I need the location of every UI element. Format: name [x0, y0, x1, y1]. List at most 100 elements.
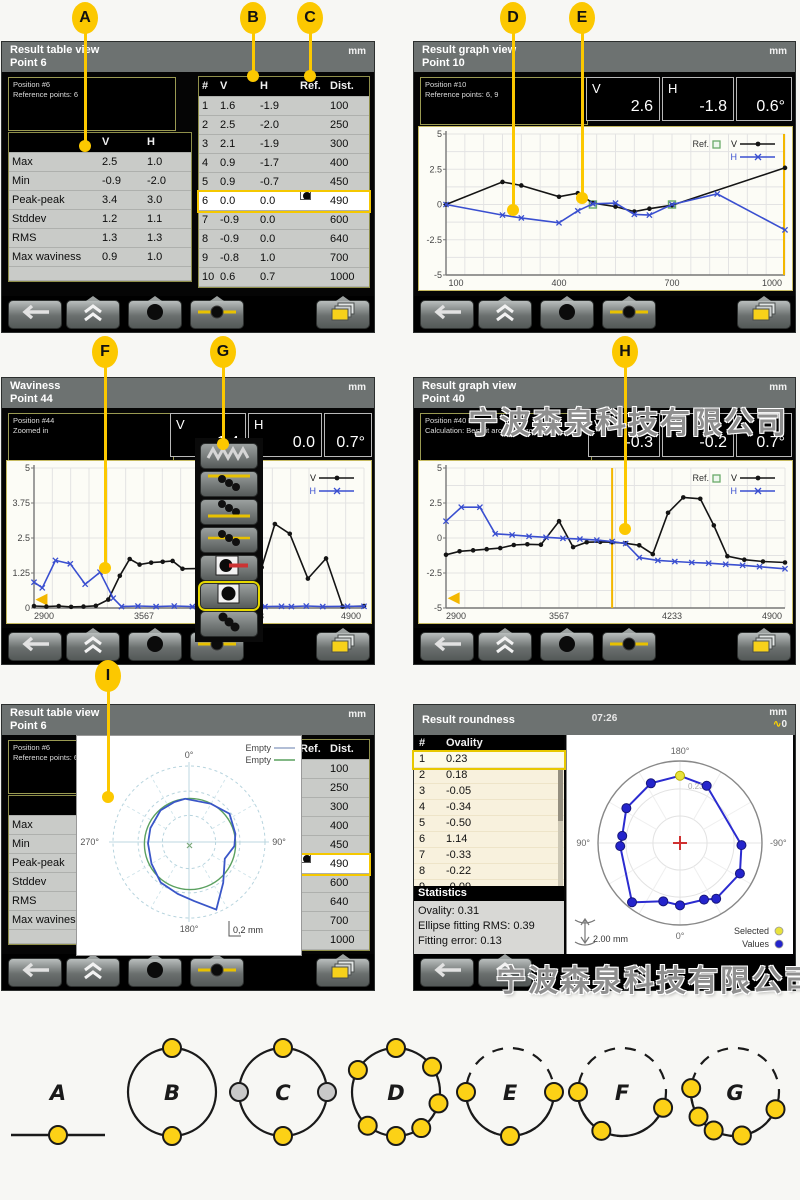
points-row[interactable]: 4 0.9 -1.7 400	[199, 154, 369, 173]
callout-label-a: A	[72, 2, 98, 34]
ovality-row[interactable]: 6 1.14	[414, 832, 564, 848]
ovality-cell: -0.34	[446, 801, 472, 813]
points-cell: -0.7	[260, 176, 279, 188]
adjust-button[interactable]	[190, 954, 244, 987]
dots-bottom-icon	[203, 498, 255, 526]
scrollbar-thumb[interactable]	[558, 751, 563, 821]
points-row[interactable]: 10 0.6 0.7 1000	[199, 268, 369, 287]
waviness-icon	[203, 443, 255, 469]
toolbar	[414, 954, 795, 990]
scroll-up-button[interactable]	[66, 954, 120, 987]
callout-label-g: G	[210, 336, 236, 368]
views-button[interactable]	[737, 296, 791, 329]
result-graph[interactable]: 5 2.5 0 -2.5 -5 2900 3567 4233 4900 Ref. V H	[418, 460, 793, 624]
scroll-up-button[interactable]	[66, 296, 120, 329]
points-cell: 0.9	[220, 176, 236, 188]
back-button[interactable]	[420, 300, 474, 329]
adjust-button[interactable]	[602, 628, 656, 661]
back-button[interactable]	[420, 632, 474, 661]
record-button[interactable]	[540, 296, 594, 329]
button-notch	[86, 628, 100, 633]
ovality-cell: 3	[419, 785, 426, 797]
screen-subtitle: Point 44	[10, 393, 53, 405]
back-button[interactable]	[8, 632, 62, 661]
svg-text:0°: 0°	[185, 750, 194, 760]
points-row[interactable]: 3 2.1 -1.9 300	[199, 135, 369, 154]
stats-cell: Min	[12, 175, 30, 187]
waviness-graph[interactable]: 53.752.51.2502900356742334900VH	[6, 460, 372, 624]
screen-header: Result graph view Point 40 mm	[414, 378, 795, 408]
callout-label-e: E	[569, 2, 595, 34]
points-row[interactable]: 9 -0.8 1.0 700	[199, 249, 369, 268]
ovality-row[interactable]: 5 -0.50	[414, 816, 564, 832]
svg-text:1000: 1000	[762, 278, 782, 288]
views-button[interactable]	[316, 954, 370, 987]
back-icon	[16, 303, 54, 326]
points-table[interactable]: # V H Ref. Dist. 1 1.6 -1.9 100 2 2.5 -2.0 250 3 2.1 -1…	[197, 76, 371, 288]
screen-result-table-view-polar: Result table view Point 6 mm Position #6…	[1, 704, 375, 991]
points-cell: -1.9	[260, 138, 279, 150]
scroll-up-button[interactable]	[478, 628, 532, 661]
back-button[interactable]	[8, 300, 62, 329]
waviness-filter-value: 0	[781, 719, 787, 730]
ovality-row[interactable]: 4 -0.34	[414, 800, 564, 816]
ovality-row[interactable]: 7 -0.33	[414, 848, 564, 864]
back-button[interactable]	[8, 958, 62, 987]
menu-waviness-button[interactable]	[200, 443, 258, 469]
record-button[interactable]	[540, 628, 594, 661]
views-button[interactable]	[316, 628, 370, 661]
adjust-button[interactable]	[602, 296, 656, 329]
svg-text:2900: 2900	[34, 611, 54, 621]
points-row[interactable]: 8 -0.9 0.0 640	[199, 230, 369, 249]
points-row[interactable]: 1 1.6 -1.9 100	[199, 97, 369, 116]
screen-body: Position #40 Calculation: Best fit aroun…	[414, 408, 795, 628]
ovality-row[interactable]: 8 -0.22	[414, 864, 564, 880]
stats-row: Peak-peak 3.4 3.0	[9, 191, 191, 210]
stats-row: RMS 1.3 1.3	[9, 229, 191, 248]
stats-cell: RMS	[12, 895, 37, 907]
callout-endpoint-d	[507, 204, 519, 216]
view-options-menu[interactable]	[195, 438, 263, 642]
ovality-cell: 6	[419, 833, 426, 845]
menu-record-sel-button[interactable]	[198, 581, 260, 611]
toolbar	[414, 628, 795, 664]
points-header-cell: Ref.	[300, 743, 321, 755]
menu-record-line-button[interactable]	[200, 555, 258, 581]
ovality-row[interactable]: 2 0.18	[414, 768, 564, 784]
ovality-header-cell: Ovality	[446, 737, 483, 749]
screen-header: Result table view Point 6 mm	[2, 42, 374, 72]
unit-label: mm	[769, 707, 787, 718]
record-button[interactable]	[128, 296, 182, 329]
menu-dots-button[interactable]	[200, 611, 258, 637]
scroll-up-button[interactable]	[66, 628, 120, 661]
screen-body: Position #6 Reference points: 6 VHMax2.5…	[2, 735, 374, 956]
record-button[interactable]	[128, 628, 182, 661]
points-row-selected[interactable]: 6 0.0 0.0 490	[197, 190, 371, 213]
scrollbar[interactable]	[558, 751, 563, 886]
scroll-up-button[interactable]	[478, 954, 532, 987]
menu-dots-bottom-button[interactable]	[200, 499, 258, 525]
views-button[interactable]	[737, 628, 791, 661]
record-button[interactable]	[128, 954, 182, 987]
v-label: V	[592, 81, 601, 96]
views-button[interactable]	[316, 296, 370, 329]
result-graph[interactable]: 5 2.5 0 -2.5 -5 100 400 700 1000 Ref. V H	[418, 126, 793, 291]
ovality-row[interactable]: 3 -0.05	[414, 784, 564, 800]
ovality-cell: 4	[419, 801, 426, 813]
points-row[interactable]: 5 0.9 -0.7 450	[199, 173, 369, 192]
points-row[interactable]: 7 -0.9 0.0 600	[199, 211, 369, 230]
menu-dots-middle-button[interactable]	[200, 527, 258, 553]
adjust-button[interactable]	[190, 296, 244, 329]
back-button[interactable]	[420, 958, 474, 987]
scroll-up-button[interactable]	[478, 296, 532, 329]
points-row[interactable]: 2 2.5 -2.0 250	[199, 116, 369, 135]
v-value-box: V 2.6	[586, 77, 660, 121]
stats-cell: Max waviness	[12, 914, 82, 926]
ovality-row-selected[interactable]: 1 0.23	[412, 750, 566, 770]
svg-text:E: E	[503, 1081, 518, 1105]
angle-value: 0.7°	[756, 434, 785, 451]
svg-text:90°: 90°	[272, 837, 286, 847]
position-info-box: Position #6 Reference points: 6	[8, 77, 176, 131]
menu-dots-top-button[interactable]	[200, 471, 258, 497]
